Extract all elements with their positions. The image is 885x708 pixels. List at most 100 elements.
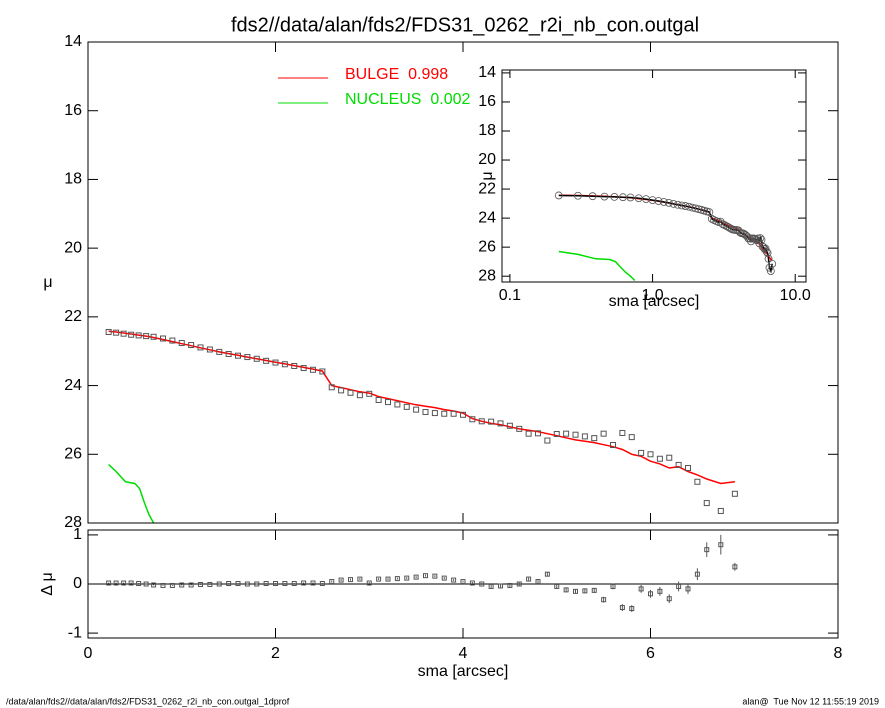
data-point — [244, 354, 251, 361]
data-point — [694, 205, 703, 214]
data-point — [765, 263, 774, 272]
plot-frame — [87, 41, 839, 524]
data-point — [675, 461, 682, 468]
residual-point — [451, 577, 457, 583]
y-tick-label: 26 — [64, 446, 82, 463]
data-point — [113, 329, 120, 336]
residual-point — [526, 576, 532, 582]
residual-point — [310, 580, 316, 586]
data-point — [206, 346, 213, 353]
y-tick-label: 18 — [64, 171, 82, 188]
y-tick-label: 22 — [478, 180, 496, 197]
x-tick-label: 8 — [834, 645, 843, 662]
data-point — [197, 344, 204, 351]
y-axis-label: μ — [43, 274, 52, 291]
data-point — [544, 437, 551, 444]
residual-point — [291, 581, 297, 587]
residual-point — [732, 564, 738, 570]
residual-point — [629, 606, 635, 612]
y-axis-label: μ — [479, 171, 496, 180]
residual-point — [676, 583, 682, 589]
residual-point — [469, 580, 475, 586]
data-point — [413, 406, 420, 413]
data-point — [478, 418, 485, 425]
residual-point — [179, 582, 185, 588]
residual-point — [273, 581, 278, 587]
data-point — [469, 416, 476, 423]
x-tick-label: 0.1 — [499, 287, 521, 304]
data-point — [506, 422, 513, 429]
data-point — [553, 431, 560, 438]
y-tick-label: 16 — [478, 93, 496, 110]
data-point — [764, 254, 773, 263]
data-point — [703, 500, 710, 507]
residual-point — [254, 581, 260, 587]
y-tick-label: 0 — [73, 575, 82, 592]
residual-point — [128, 580, 134, 586]
data-point — [235, 352, 241, 359]
residual-point — [582, 588, 588, 594]
y-tick-label: 28 — [64, 514, 82, 531]
residual-point — [244, 581, 250, 587]
y-tick-label: -1 — [68, 624, 82, 641]
data-point — [291, 362, 298, 369]
data-point — [403, 403, 410, 410]
residual-point — [573, 588, 578, 594]
residual-point — [404, 575, 410, 581]
plot-area — [88, 534, 838, 612]
x-axis-label: sma [arcsec] — [418, 663, 509, 680]
data-point — [263, 357, 270, 364]
data-point — [488, 418, 495, 425]
data-point — [669, 199, 678, 208]
data-point — [664, 198, 673, 207]
residual-point — [151, 582, 157, 588]
data-point — [394, 401, 401, 408]
residual-point — [441, 575, 447, 581]
model-line — [108, 464, 155, 523]
residual-point — [498, 583, 503, 589]
residual-point — [113, 580, 119, 586]
plot-frame — [501, 69, 807, 283]
residual-point — [563, 587, 569, 593]
data-point — [610, 193, 619, 201]
data-point — [691, 204, 700, 213]
data-point — [731, 490, 738, 497]
data-point — [763, 249, 772, 257]
residual-point — [694, 571, 700, 577]
legend-label: NUCLEUS 0.002 — [345, 91, 470, 108]
data-point — [272, 359, 279, 366]
residual-point — [338, 577, 344, 583]
data-point — [105, 328, 112, 335]
data-point — [135, 332, 142, 339]
data-point — [673, 200, 682, 209]
residual-point — [704, 547, 710, 553]
data-point — [591, 435, 598, 442]
residual-point — [348, 577, 353, 583]
data-point — [160, 335, 166, 342]
residual-point — [516, 581, 522, 587]
plot-area — [554, 191, 777, 282]
data-point — [756, 234, 765, 243]
footer-left: /data/alan/fds2//data/alan/fds2/FDS31_02… — [6, 696, 290, 706]
y-tick-label: 28 — [478, 267, 496, 284]
residual-point — [329, 579, 335, 585]
data-point — [659, 198, 668, 206]
x-axis-label: sma [arcsec] — [609, 293, 700, 310]
residual-point — [160, 582, 166, 588]
residual-point — [638, 586, 644, 592]
data-point — [572, 431, 579, 438]
data-point — [366, 390, 373, 397]
data-point — [225, 350, 232, 357]
data-point — [441, 410, 448, 417]
data-point — [619, 429, 626, 436]
residual-point — [385, 576, 391, 582]
residual-point — [535, 579, 541, 585]
data-point — [554, 191, 563, 200]
residual-point — [357, 576, 363, 582]
residual-point — [106, 580, 112, 586]
x-tick-label: 0 — [84, 645, 93, 662]
y-tick-label: 24 — [64, 377, 82, 394]
data-point — [647, 451, 654, 458]
data-point — [356, 392, 363, 399]
